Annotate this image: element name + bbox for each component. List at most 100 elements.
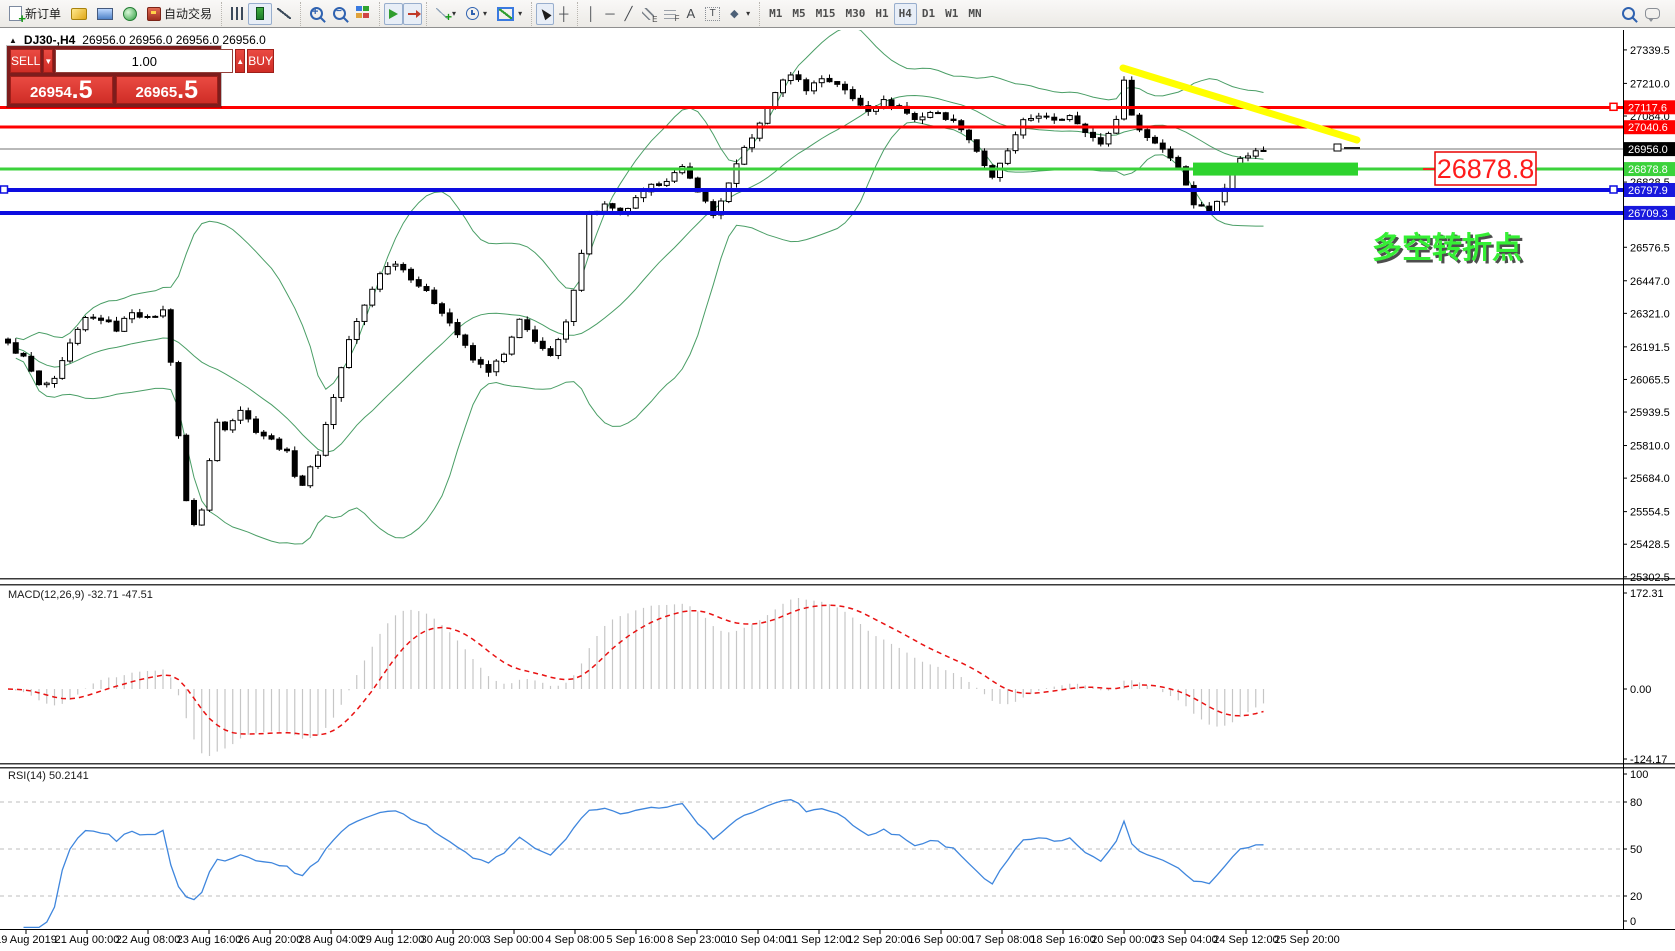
line-chart-button[interactable] <box>272 3 296 25</box>
fibonacci-button[interactable] <box>659 3 681 25</box>
sell-button[interactable]: SELL <box>10 49 42 73</box>
svg-text:26709.3: 26709.3 <box>1628 208 1668 220</box>
volume-input[interactable] <box>55 49 234 73</box>
svg-text:27040.6: 27040.6 <box>1628 122 1668 134</box>
volume-increase-button[interactable]: ▲ <box>235 49 246 73</box>
sell-price-frac: .5 <box>71 75 93 104</box>
candlestick-chart-button[interactable] <box>248 2 273 25</box>
text-button[interactable]: A <box>681 3 700 25</box>
chart-canvas[interactable]: 27339.527210.027084.026828.526576.526447… <box>0 29 1675 946</box>
buy-price-main: 26965 <box>135 83 178 101</box>
horizontal-line-button[interactable]: ─ <box>600 3 619 25</box>
vertical-line-button[interactable]: │ <box>582 3 600 25</box>
buy-price-button[interactable]: 26965.5 <box>115 75 218 104</box>
bollinger-upper-band <box>15 30 1264 390</box>
chart-window[interactable]: ▲ DJ30-,H4 26956.0 26956.0 26956.0 26956… <box>0 29 1675 946</box>
buy-price-frac: .5 <box>177 75 199 104</box>
chart-shift-icon <box>408 9 422 18</box>
svg-text:-124.17: -124.17 <box>1630 754 1667 766</box>
history-center-button[interactable] <box>66 3 92 25</box>
templates-button[interactable]: ▾ <box>492 3 527 25</box>
timeframe-mn[interactable]: MN <box>963 3 986 25</box>
yellow-trendline[interactable] <box>1119 64 1361 144</box>
new-order-button-label: 新订单 <box>25 7 62 21</box>
volume-decrease-button[interactable]: ▼ <box>43 49 54 73</box>
svg-text:19 Aug 2019: 19 Aug 2019 <box>0 934 57 946</box>
search-button[interactable] <box>1617 3 1640 25</box>
bar-chart-button[interactable] <box>226 3 248 25</box>
macd-signal-line <box>7 604 1264 736</box>
timeframe-h1[interactable]: H1 <box>870 3 893 25</box>
svg-text:12 Sep 20:00: 12 Sep 20:00 <box>847 934 912 946</box>
macd-pane <box>7 598 1265 756</box>
trendline-icon: ╱ <box>624 6 633 21</box>
sell-price-button[interactable]: 26954.5 <box>10 76 113 104</box>
svg-text:22 Aug 08:00: 22 Aug 08:00 <box>116 934 181 946</box>
timeframe-m1[interactable]: M1 <box>764 3 787 25</box>
timeframe-d1[interactable]: D1 <box>917 3 940 25</box>
crosshair-button[interactable]: ┼ <box>554 3 573 25</box>
chevron-down-icon: ▾ <box>483 9 488 18</box>
arrows-icon <box>730 7 742 20</box>
terminal-button[interactable] <box>92 3 118 25</box>
crosshair-icon: ┼ <box>559 6 569 21</box>
chart-shift-button[interactable] <box>403 2 423 25</box>
timeframe-m30[interactable]: M30 <box>841 3 871 25</box>
svg-text:28 Aug 04:00: 28 Aug 04:00 <box>299 934 364 946</box>
toolbar-group-insert: ▾ ▾ ▾ <box>426 1 531 26</box>
svg-text:5 Sep 16:00: 5 Sep 16:00 <box>606 934 665 946</box>
autotrading-button[interactable]: 自动交易 <box>142 3 217 25</box>
indicators-button[interactable]: ▾ <box>431 3 461 25</box>
new-order-button[interactable]: 新订单 <box>4 3 66 26</box>
trendline-button[interactable]: ╱ <box>620 3 638 25</box>
auto-scroll-button[interactable] <box>384 2 404 25</box>
horizontal-line-icon: ─ <box>605 6 615 21</box>
svg-text:26065.5: 26065.5 <box>1630 374 1670 386</box>
timeframe-m5[interactable]: M5 <box>787 3 810 25</box>
svg-text:0: 0 <box>1630 916 1636 928</box>
buy-button[interactable]: BUY <box>247 49 274 73</box>
zoom-out-button[interactable] <box>328 3 351 25</box>
one-click-trade-panel: SELL ▼ ▲ BUY 26954.5 26965.5 <box>7 46 274 107</box>
chat-button[interactable] <box>1640 3 1665 25</box>
price-callout[interactable]: 26878.8 <box>1423 151 1537 186</box>
candlestick-icon <box>256 5 265 22</box>
line-anchor-marker <box>0 185 9 194</box>
svg-text:29 Aug 12:00: 29 Aug 12:00 <box>360 934 425 946</box>
text-label-button[interactable]: T <box>700 3 725 25</box>
price-axis[interactable] <box>1623 29 1675 929</box>
timeframe-m1-label: M1 <box>769 7 783 20</box>
collapse-panel-icon[interactable]: ▲ <box>9 35 17 45</box>
timeframe-w1[interactable]: W1 <box>940 3 963 25</box>
timeframe-m30-label: M30 <box>845 7 866 20</box>
svg-text:25810.0: 25810.0 <box>1630 441 1670 453</box>
svg-text:26191.5: 26191.5 <box>1630 342 1670 354</box>
cursor-button[interactable] <box>536 2 555 25</box>
periods-button[interactable]: ▾ <box>461 3 492 25</box>
svg-text:10 Sep 04:00: 10 Sep 04:00 <box>725 934 790 946</box>
signals-button[interactable] <box>118 3 142 25</box>
support-zone-bar[interactable] <box>1193 162 1358 176</box>
channel-button[interactable] <box>637 3 659 25</box>
svg-text:8 Sep 23:00: 8 Sep 23:00 <box>667 934 726 946</box>
sell-price-main: 26954 <box>29 83 72 101</box>
arrows-button[interactable]: ▾ <box>725 3 755 25</box>
price-line-label-26709.3: 26709.3 <box>1624 205 1675 220</box>
timeframe-mn-label: MN <box>968 7 982 20</box>
bar-chart-icon <box>231 7 244 20</box>
svg-text:20: 20 <box>1630 891 1642 903</box>
timeframe-w1-label: W1 <box>945 7 959 20</box>
timeframe-m15[interactable]: M15 <box>811 3 841 25</box>
main-toolbar: 新订单 自动交易 ▾ ▾ ▾ ┼ │ ─ ╱ AT ▾ M1 M5 M15 M30 H1 H4 D1 W1 MN <box>0 0 1675 28</box>
chevron-down-icon: ▾ <box>518 9 523 18</box>
zoom-in-button[interactable] <box>305 3 328 25</box>
gold-icon <box>71 7 88 20</box>
svg-text:26321.0: 26321.0 <box>1630 308 1670 320</box>
tile-windows-button[interactable] <box>351 3 375 25</box>
svg-text:80: 80 <box>1630 797 1642 809</box>
time-axis[interactable] <box>0 929 1623 946</box>
chart-ohlc-header: ▲ DJ30-,H4 26956.0 26956.0 26956.0 26956… <box>9 33 266 47</box>
chevron-down-icon: ▾ <box>452 9 457 18</box>
timeframe-h4[interactable]: H4 <box>893 2 917 25</box>
